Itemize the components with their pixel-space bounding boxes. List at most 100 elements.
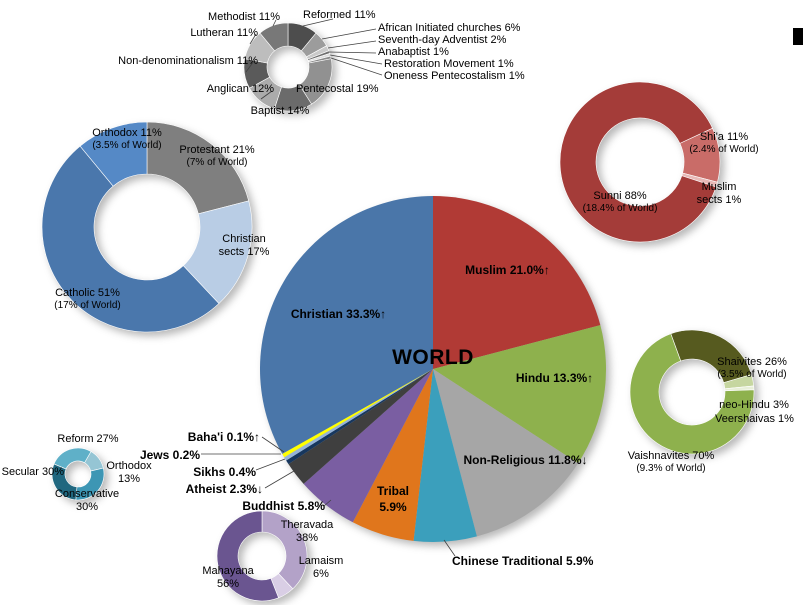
world-label-hindu: Hindu 13.3%↑ — [515, 371, 594, 385]
label-text: Orthodox 11% — [92, 127, 162, 139]
leader-line — [272, 19, 277, 27]
hindu-label-vaishnavites: Vaishnavites 70% (9.3% of World) — [625, 450, 717, 476]
leader-line — [443, 539, 456, 557]
label-subtext: (2.4% of World) — [689, 144, 759, 156]
protestant-label-seventh-day-adventist: Seventh-day Adventist 2% — [378, 34, 507, 46]
leader-line — [330, 57, 383, 76]
world-slice-1[interactable] — [433, 325, 606, 464]
world-slice-5[interactable] — [303, 369, 433, 523]
leader-line — [249, 33, 257, 45]
hindu-label-neo-hindu: neo-Hindu 3% — [719, 399, 789, 411]
leader-line — [321, 28, 377, 40]
leader-line — [327, 40, 377, 49]
world-slice-3[interactable] — [413, 369, 477, 543]
protestant-label-african-initiated: African Initiated churches 6% — [378, 22, 521, 34]
leader-line — [245, 60, 255, 73]
protestant-label-pentecostal: Pentecostal 19% — [296, 83, 379, 95]
christian-label-catholic: Catholic 51% (17% of World) — [45, 287, 130, 313]
hindu-label-veershaivas: Veershaivas 1% — [715, 413, 794, 425]
label-text: Sunni 88% — [593, 190, 647, 202]
leader-line — [261, 436, 285, 453]
protestant-label-restoration-movement: Restoration Movement 1% — [384, 58, 514, 70]
leader-line — [264, 470, 295, 489]
world-label-bahai: Baha'i 0.1%↑ — [187, 430, 260, 444]
hindu-chart — [629, 329, 755, 455]
leader-line — [302, 18, 334, 27]
leader-line — [323, 499, 332, 507]
leader-line — [255, 458, 286, 471]
world-label-atheist: Atheist 2.3%↓ — [185, 482, 263, 496]
jewish-label-orthodox: Orthodox 13% — [106, 460, 152, 486]
protestant-label-reformed: Reformed 11% — [303, 9, 376, 21]
muslim-label-shia: Shi'a 11% (2.4% of World) — [676, 131, 772, 157]
buddhist-label-lamaism: Lamaism 6% — [298, 555, 344, 581]
world-slice-7[interactable] — [286, 369, 433, 465]
label-subtext: (7% of World) — [186, 157, 248, 169]
protestant-label-baptist: Baptist 14% — [250, 105, 310, 117]
world-label-muslim: Muslim 21.0%↑ — [465, 263, 550, 277]
christian-slice-3[interactable] — [79, 121, 148, 187]
protestant-slice-11[interactable] — [259, 22, 289, 52]
muslim-label-sects: Muslim sects 1% — [696, 181, 742, 207]
jewish-label-reform: Reform 27% — [57, 433, 119, 445]
christian-label-sects: Christian sects 17% — [218, 233, 270, 259]
protestant-label-lutheran: Lutheran 11% — [190, 27, 258, 39]
label-text: Vaishnavites 70% — [627, 450, 715, 462]
protestant-label-non-denominationalism: Non-denominationalism 11% — [118, 55, 258, 67]
muslim-slice-2[interactable] — [559, 81, 717, 243]
protestant-chart — [243, 22, 333, 112]
label-subtext: (17% of World) — [54, 300, 121, 312]
world-label-chinese-traditional: Chinese Traditional 5.9% — [452, 554, 594, 568]
jewish-chart — [51, 447, 105, 501]
hindu-slice-3[interactable] — [629, 333, 755, 455]
world-slice-8[interactable] — [284, 369, 433, 461]
buddhist-label-theravada: Theravada 38% — [280, 519, 334, 545]
world-slice-2[interactable] — [433, 369, 579, 537]
buddhist-chart — [216, 510, 308, 602]
christian-chart — [41, 121, 253, 333]
world-label-jews: Jews 0.2% — [139, 448, 200, 462]
muslim-label-sunni: Sunni 88% (18.4% of World) — [572, 190, 668, 216]
world-slice-0[interactable] — [433, 196, 601, 369]
buddhist-slice-0[interactable] — [261, 510, 308, 590]
world-slice-10[interactable] — [260, 196, 433, 454]
christian-slice-0[interactable] — [146, 121, 250, 215]
world-slice-6[interactable] — [288, 369, 433, 484]
label-subtext: (9.3% of World) — [636, 463, 706, 475]
jewish-label-secular: Secular 30% — [1, 466, 64, 478]
protestant-label-anglican: Anglican 12% — [206, 83, 274, 95]
protestant-label-anabaptist: Anabaptist 1% — [378, 46, 449, 58]
world-label-sikhs: Sikhs 0.4% — [193, 465, 256, 479]
christian-label-protestant: Protestant 21% (7% of World) — [172, 144, 262, 170]
christian-slice-2[interactable] — [41, 145, 220, 333]
world-slice-4[interactable] — [352, 369, 433, 541]
label-text: Catholic 51% — [55, 287, 120, 299]
label-subtext: (18.4% of World) — [582, 203, 658, 215]
jewish-label-conservative: Conservative 30% — [54, 488, 120, 514]
world-slice-9[interactable] — [282, 369, 433, 458]
christian-label-orthodox: Orthodox 11% (3.5% of World) — [86, 127, 168, 153]
edge-marker — [793, 28, 803, 45]
leader-line — [329, 54, 383, 65]
label-text: Protestant 21% — [179, 144, 255, 156]
world-label-tribal: Tribal 5.9% — [376, 484, 409, 514]
hindu-label-shaivites: Shaivites 26% (3.5% of World) — [704, 356, 800, 382]
buddhist-slice-2[interactable] — [216, 510, 279, 602]
world-label-non-religious: Non-Religious 11.8%↓ — [463, 453, 588, 467]
muslim-chart — [559, 81, 721, 243]
protestant-label-oneness-pentecostalism: Oneness Pentecostalism 1% — [384, 70, 525, 82]
protestant-label-methodist: Methodist 11% — [208, 11, 280, 23]
jewish-slice-3[interactable] — [53, 447, 92, 470]
world-label-buddhist: Buddhist 5.8% — [242, 499, 325, 513]
leader-line — [328, 51, 377, 54]
world-center-title: WORLD — [392, 346, 474, 369]
label-text: Shi'a 11% — [699, 131, 749, 143]
leader-line — [260, 90, 273, 100]
world-chart — [260, 196, 606, 543]
buddhist-label-mahayana: Mahayana 56% — [202, 565, 254, 591]
world-label-christian: Christian 33.3%↑ — [290, 307, 387, 321]
label-text: Shaivites 26% — [717, 356, 787, 368]
label-subtext: (3.5% of World) — [717, 369, 787, 381]
